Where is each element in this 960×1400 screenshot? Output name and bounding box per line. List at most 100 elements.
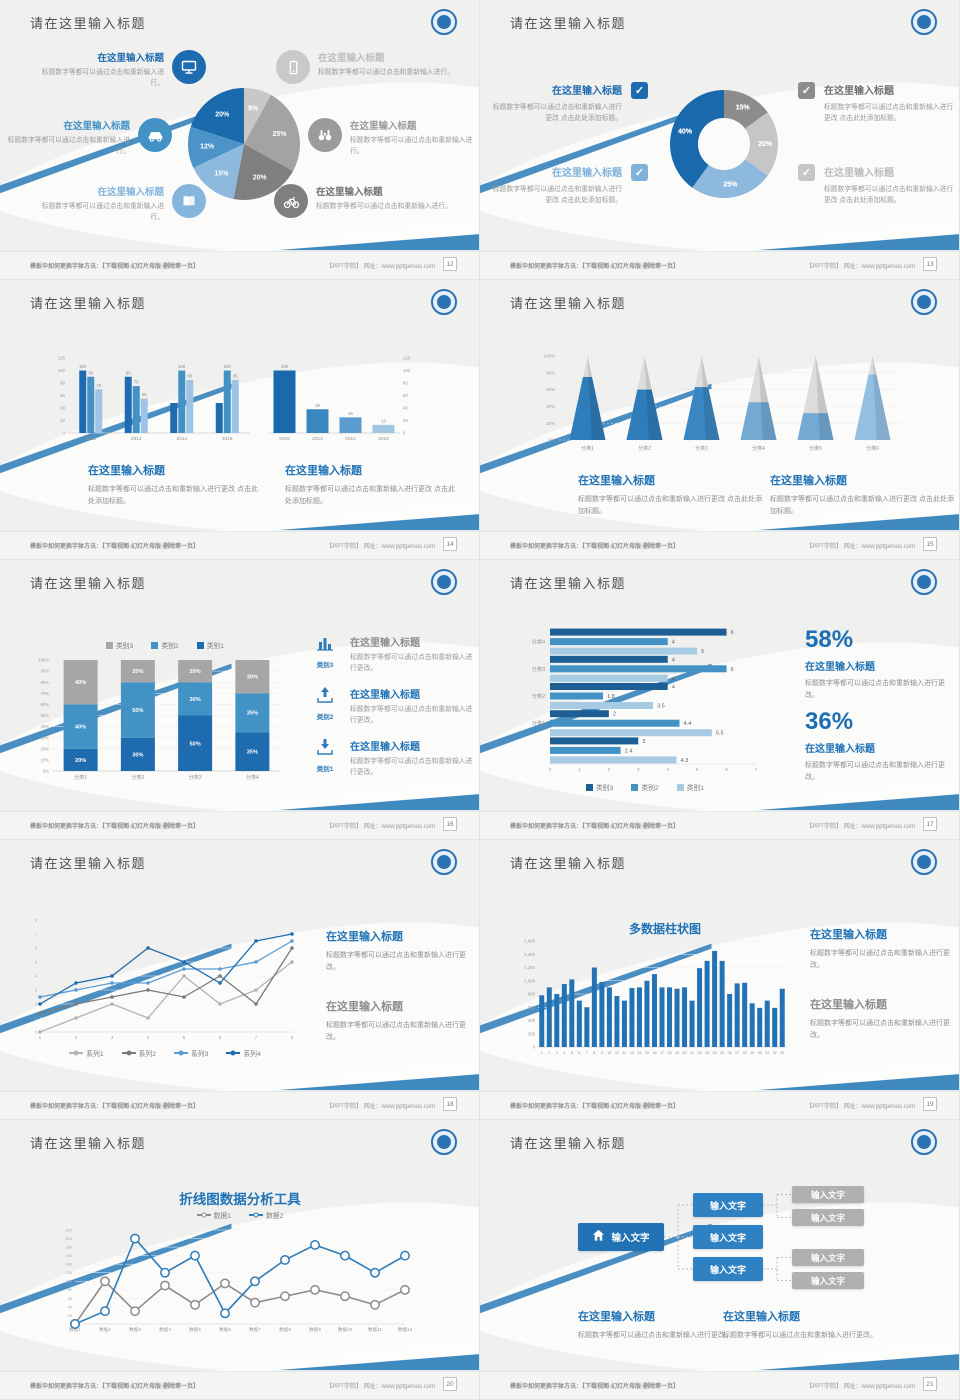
svg-text:4: 4 <box>147 1035 150 1040</box>
svg-text:30%: 30% <box>247 675 258 681</box>
footer-left-text: 模板中如何更换字体方法：【下载视图-幻灯片母版-删除第一页】 <box>510 264 679 270</box>
svg-text:2014: 2014 <box>176 436 187 442</box>
svg-text:100: 100 <box>66 1279 73 1284</box>
block-body: 标题数字等都可以通过点击和重新输入进行更改 点击此处添加标题。 <box>578 496 762 516</box>
svg-text:90: 90 <box>126 370 131 375</box>
svg-text:25: 25 <box>348 411 353 416</box>
svg-text:100: 100 <box>79 364 87 369</box>
svg-text:60%: 60% <box>546 387 555 392</box>
diagram-leaf-node: 输入文字 <box>792 1249 864 1266</box>
svg-text:29: 29 <box>750 1051 754 1055</box>
footer-right-text: 【PPT学院】 网址：www.pptgenius.com <box>326 544 435 550</box>
svg-text:100%: 100% <box>544 354 555 359</box>
text-block: 在这里输入标题 标题数字等都可以通过点击和重新输入进行更改。 <box>723 1308 898 1342</box>
slide-21: 请在这里输入标题 输入文字 输入文字 输入文字 输入文字 输入文字 输入文字 输… <box>480 1120 960 1400</box>
footer-right-text: 【PPT学院】 网址：www.pptgenius.com <box>806 824 915 830</box>
item-body: 标题数字等都可以通过点击和重新输入进行。 <box>316 203 452 210</box>
svg-text:分类4: 分类4 <box>752 445 765 452</box>
svg-text:13: 13 <box>630 1051 634 1055</box>
stat-body: 标题数字等都可以通过点击和重新输入进行更改。 <box>805 762 945 781</box>
page-number: 16 <box>443 817 457 831</box>
checkbox-icon <box>631 164 648 181</box>
svg-text:20%: 20% <box>758 141 773 148</box>
svg-text:4: 4 <box>666 767 669 772</box>
svg-text:1,000: 1,000 <box>524 978 535 983</box>
book-icon <box>172 184 206 218</box>
slide-title: 请在这里输入标题 <box>510 16 627 31</box>
page-number: 19 <box>923 1097 937 1111</box>
single-series-bar-chart: 0 20 40 60 80 100 120 2016 100 2014 38 2012 25 2010 13 <box>262 348 418 446</box>
svg-text:数据2: 数据2 <box>99 1326 111 1333</box>
slide-footer: 模板中如何更换字体方法：【下载视图-幻灯片母版-删除第一页】 【PPT学院】 网… <box>480 811 959 839</box>
svg-text:100%: 100% <box>38 658 49 663</box>
page-number: 18 <box>443 1097 457 1111</box>
svg-text:18: 18 <box>667 1051 671 1055</box>
svg-text:1: 1 <box>35 1015 37 1020</box>
block-heading: 在这里输入标题 <box>578 1311 655 1323</box>
footer-right-text: 【PPT学院】 网址：www.pptgenius.com <box>806 264 915 270</box>
column-chart: 0 200 400 600 800 1,000 1,200 1,400 1,600 1 2 3 4 5 6 7… <box>518 935 790 1059</box>
svg-text:31: 31 <box>765 1051 769 1055</box>
svg-text:30%: 30% <box>190 697 201 703</box>
svg-text:1.8: 1.8 <box>607 694 615 700</box>
item-heading: 在这里输入标题 <box>350 638 420 649</box>
block-heading: 在这里输入标题 <box>770 475 847 487</box>
svg-text:20%: 20% <box>41 746 50 751</box>
monitor-icon <box>172 50 206 84</box>
svg-text:12: 12 <box>622 1051 626 1055</box>
car-icon <box>138 118 172 152</box>
svg-text:20: 20 <box>68 1313 73 1318</box>
slide-title: 请在这里输入标题 <box>30 1136 147 1151</box>
svg-text:6: 6 <box>578 1051 580 1055</box>
svg-text:85: 85 <box>233 373 238 378</box>
svg-text:22: 22 <box>697 1051 701 1055</box>
svg-text:分类6: 分类6 <box>866 445 879 452</box>
text-block: 在这里输入标题 标题数字等都可以通过点击和重新输入进行更改。 <box>326 928 476 975</box>
stat-body: 标题数字等都可以通过点击和重新输入进行更改。 <box>805 680 945 699</box>
svg-text:1: 1 <box>541 1051 543 1055</box>
svg-text:分类5: 分类5 <box>809 445 822 452</box>
node-label: 输入文字 <box>709 1200 746 1211</box>
svg-text:23: 23 <box>705 1051 709 1055</box>
page-number: 17 <box>923 817 937 831</box>
footer-right-text: 【PPT学院】 网址：www.pptgenius.com <box>326 1384 435 1390</box>
footer-left-text: 模板中如何更换字体方法：【下载视图-幻灯片母版-删除第一页】 <box>510 544 679 550</box>
svg-text:75: 75 <box>134 380 139 385</box>
svg-text:分类1: 分类1 <box>581 445 594 452</box>
slide-title: 请在这里输入标题 <box>510 296 627 311</box>
svg-text:60: 60 <box>403 393 408 398</box>
svg-text:25%: 25% <box>273 131 288 138</box>
page-number: 15 <box>923 537 937 551</box>
svg-text:25%: 25% <box>723 182 738 189</box>
svg-text:160: 160 <box>66 1253 73 1258</box>
svg-text:27: 27 <box>735 1051 739 1055</box>
svg-text:60: 60 <box>60 393 65 398</box>
chart-title: 多数据柱状图 <box>628 922 701 936</box>
chart-legend: 系列1 系列2 系列3 系列4 <box>40 1048 290 1058</box>
svg-text:400: 400 <box>528 1018 536 1023</box>
upload-icon <box>315 687 335 708</box>
chart-legend: 类别3 类别2 类别1 <box>40 640 290 650</box>
svg-text:3: 3 <box>35 987 37 992</box>
university-logo-icon <box>431 9 457 35</box>
svg-text:2012: 2012 <box>345 436 356 442</box>
svg-text:40%: 40% <box>546 404 555 409</box>
svg-text:55: 55 <box>142 392 147 397</box>
svg-text:30%: 30% <box>41 735 50 740</box>
svg-text:28: 28 <box>743 1051 747 1055</box>
svg-text:200: 200 <box>66 1236 73 1241</box>
svg-text:2016: 2016 <box>222 436 233 442</box>
svg-text:20%: 20% <box>546 421 555 426</box>
svg-text:4: 4 <box>672 685 675 691</box>
item-heading: 在这里输入标题 <box>824 168 894 179</box>
slide-footer: 模板中如何更换字体方法：【下载视图-幻灯片母版-删除第一页】 【PPT学院】 网… <box>480 1371 959 1399</box>
svg-text:分类1: 分类1 <box>74 774 87 781</box>
svg-text:分类4: 分类4 <box>246 774 259 781</box>
svg-text:20: 20 <box>60 418 65 423</box>
category-label: 类别2 <box>316 714 334 721</box>
footer-right-text: 【PPT学院】 网址：www.pptgenius.com <box>326 1104 435 1110</box>
item-body: 标题数字等都可以通过点击和重新输入进行更改 点击此处添加标题。 <box>824 186 954 205</box>
svg-text:4: 4 <box>35 973 38 978</box>
